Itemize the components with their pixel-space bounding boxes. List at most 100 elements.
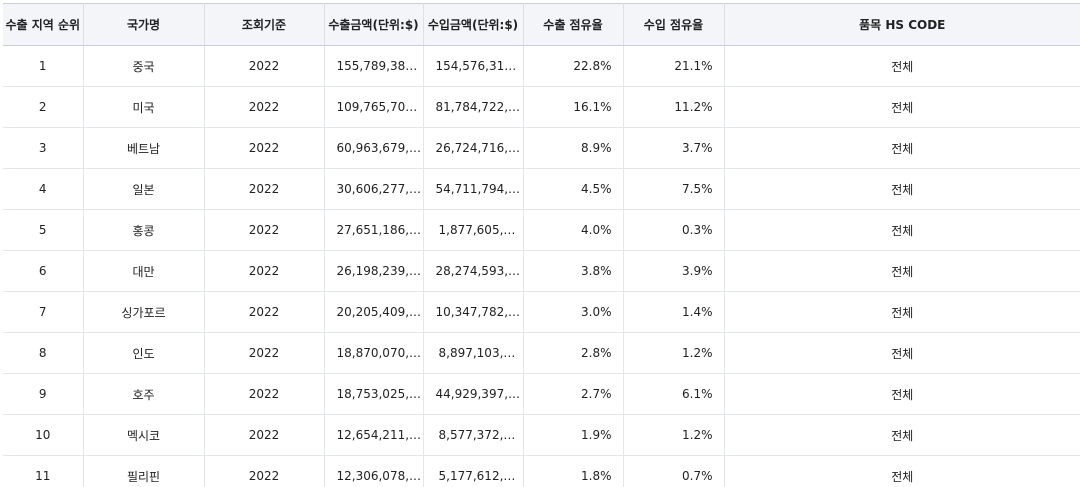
country-cell: 멕시코 [83,414,205,456]
table-row[interactable]: 8 인도 2022 18,870,070,… 8,897,103,512 2.8% 1.2%… [3,332,1080,374]
country-cell: 호주 [83,373,205,415]
hs-code-cell: 전체 [724,414,1080,456]
import-share-cell: 1.2% [623,414,725,456]
rank-cell: 2 [3,86,84,128]
rank-cell: 5 [3,209,84,251]
import-amount-cell: 81,784,722,… [423,86,524,128]
import-amount-cell: 8,577,372,177 [423,414,524,456]
export-amount-cell: 20,205,409,… [324,291,424,333]
hs-code-cell: 전체 [724,45,1080,87]
table-row[interactable]: 1 중국 2022 155,789,389… 154,576,314… 22.8% 21.1… [3,45,1080,87]
year-cell: 2022 [204,250,325,292]
table-row[interactable]: 9 호주 2022 18,753,025,… 44,929,397,… 2.7% 6.1% 전… [3,373,1080,415]
header-import-amount[interactable]: 수입금액(단위:$) [423,3,524,46]
header-import-share[interactable]: 수입 점유율 [623,3,725,46]
table-row[interactable]: 10 멕시코 2022 12,654,211,… 8,577,372,177 1.9% 1.… [3,414,1080,456]
import-share-cell: 21.1% [623,45,725,87]
export-amount-cell: 18,753,025,… [324,373,424,415]
import-share-cell: 0.7% [623,455,725,487]
import-amount-cell: 5,177,612,346 [423,455,524,487]
header-row: 수출 지역 순위 국가명 조회기준 수출금액(단위:$) 수입금액(단위:$) … [3,3,1080,46]
import-share-cell: 0.3% [623,209,725,251]
trade-ranking-table: 수출 지역 순위 국가명 조회기준 수출금액(단위:$) 수입금액(단위:$) … [3,3,1080,487]
year-cell: 2022 [204,291,325,333]
export-share-cell: 8.9% [523,127,624,169]
export-amount-cell: 27,651,186,… [324,209,424,251]
year-cell: 2022 [204,86,325,128]
table-row[interactable]: 2 미국 2022 109,765,705… 81,784,722,… 16.1% 11.2… [3,86,1080,128]
country-cell: 홍콩 [83,209,205,251]
year-cell: 2022 [204,45,325,87]
table-row[interactable]: 7 싱가포르 2022 20,205,409,… 10,347,782,… 3.0% 1.4… [3,291,1080,333]
hs-code-cell: 전체 [724,168,1080,210]
header-export-share[interactable]: 수출 점유율 [523,3,624,46]
import-amount-cell: 10,347,782,… [423,291,524,333]
rank-cell: 11 [3,455,84,487]
table-row[interactable]: 4 일본 2022 30,606,277,… 54,711,794,… 4.5% 7.5% 전… [3,168,1080,210]
export-amount-cell: 109,765,705… [324,86,424,128]
table-row[interactable]: 11 필리핀 2022 12,306,078,… 5,177,612,346 1.8% 0.… [3,455,1080,487]
export-share-cell: 22.8% [523,45,624,87]
import-amount-cell: 28,274,593,… [423,250,524,292]
export-amount-cell: 12,306,078,… [324,455,424,487]
import-share-cell: 1.4% [623,291,725,333]
import-share-cell: 7.5% [623,168,725,210]
export-share-cell: 3.0% [523,291,624,333]
year-cell: 2022 [204,168,325,210]
export-share-cell: 4.5% [523,168,624,210]
hs-code-cell: 전체 [724,332,1080,374]
export-share-cell: 4.0% [523,209,624,251]
export-amount-cell: 30,606,277,… [324,168,424,210]
import-share-cell: 1.2% [623,332,725,374]
table-row[interactable]: 3 베트남 2022 60,963,679,… 26,724,716,… 8.9% 3.7%… [3,127,1080,169]
import-share-cell: 3.9% [623,250,725,292]
hs-code-cell: 전체 [724,250,1080,292]
rank-cell: 8 [3,332,84,374]
import-share-cell: 11.2% [623,86,725,128]
header-year[interactable]: 조회기준 [204,3,325,46]
country-cell: 베트남 [83,127,205,169]
country-cell: 싱가포르 [83,291,205,333]
import-amount-cell: 54,711,794,… [423,168,524,210]
hs-code-cell: 전체 [724,127,1080,169]
export-amount-cell: 12,654,211,… [324,414,424,456]
year-cell: 2022 [204,455,325,487]
export-share-cell: 16.1% [523,86,624,128]
year-cell: 2022 [204,332,325,374]
rank-cell: 7 [3,291,84,333]
export-amount-cell: 155,789,389… [324,45,424,87]
year-cell: 2022 [204,127,325,169]
table-row[interactable]: 5 홍콩 2022 27,651,186,… 1,877,605,243 4.0% 0.3%… [3,209,1080,251]
rank-cell: 10 [3,414,84,456]
header-country[interactable]: 국가명 [83,3,205,46]
export-amount-cell: 60,963,679,… [324,127,424,169]
table-header: 수출 지역 순위 국가명 조회기준 수출금액(단위:$) 수입금액(단위:$) … [3,3,1080,46]
header-export-amount[interactable]: 수출금액(단위:$) [324,3,424,46]
export-share-cell: 2.8% [523,332,624,374]
export-amount-cell: 18,870,070,… [324,332,424,374]
year-cell: 2022 [204,209,325,251]
header-hs-code[interactable]: 품목 HS CODE [724,3,1080,46]
year-cell: 2022 [204,373,325,415]
rank-cell: 9 [3,373,84,415]
hs-code-cell: 전체 [724,291,1080,333]
export-share-cell: 2.7% [523,373,624,415]
year-cell: 2022 [204,414,325,456]
country-cell: 일본 [83,168,205,210]
import-share-cell: 6.1% [623,373,725,415]
rank-cell: 1 [3,45,84,87]
header-rank[interactable]: 수출 지역 순위 [3,3,84,46]
hs-code-cell: 전체 [724,209,1080,251]
table-body: 1 중국 2022 155,789,389… 154,576,314… 22.8% 21.1… [3,45,1080,487]
import-amount-cell: 1,877,605,243 [423,209,524,251]
country-cell: 미국 [83,86,205,128]
import-share-cell: 3.7% [623,127,725,169]
import-amount-cell: 8,897,103,512 [423,332,524,374]
country-cell: 대만 [83,250,205,292]
hs-code-cell: 전체 [724,373,1080,415]
table-row[interactable]: 6 대만 2022 26,198,239,… 28,274,593,… 3.8% 3.9% 전… [3,250,1080,292]
country-cell: 인도 [83,332,205,374]
export-share-cell: 1.8% [523,455,624,487]
export-amount-cell: 26,198,239,… [324,250,424,292]
import-amount-cell: 44,929,397,… [423,373,524,415]
